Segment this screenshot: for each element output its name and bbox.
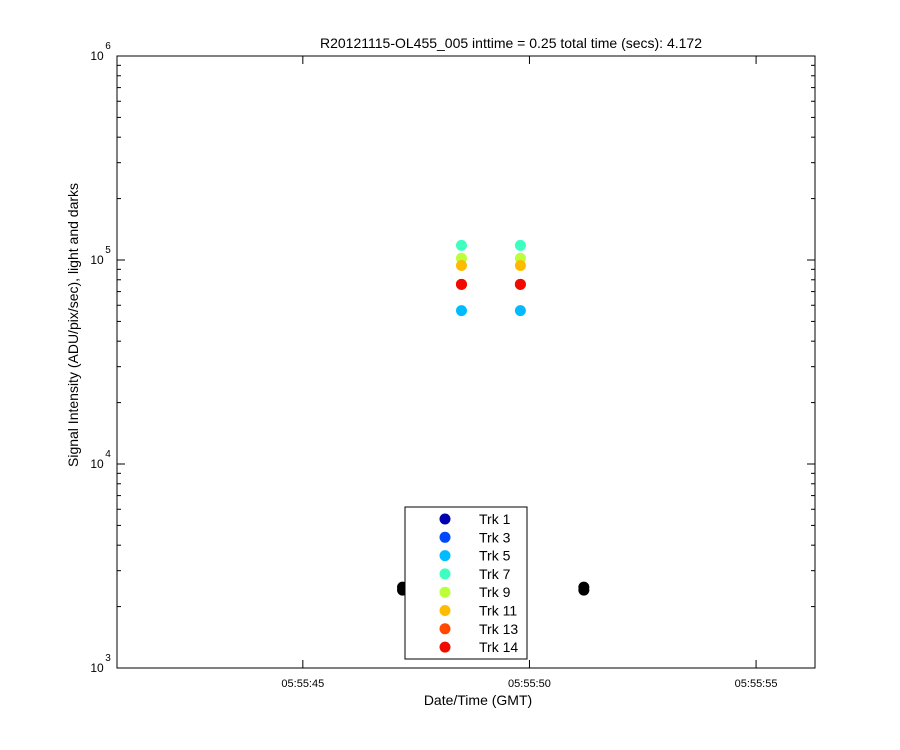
- legend-marker: [439, 641, 451, 653]
- y-tick-exponent: 6: [105, 41, 111, 52]
- x-tick-label: 05:55:45: [281, 678, 324, 690]
- legend-marker: [439, 550, 451, 562]
- data-point: [514, 278, 526, 290]
- data-point: [514, 239, 526, 251]
- legend: Trk 1 Trk 3 Trk 5 Trk 7 Trk 9 Trk 11 Trk 13 Trk…: [404, 506, 528, 660]
- legend-entry: Trk 14: [439, 639, 518, 655]
- y-tick-exponent: 5: [105, 245, 111, 256]
- legend-entry: Trk 5: [439, 548, 511, 564]
- y-axis-label: Signal Intensity (ADU/pix/sec), light an…: [65, 183, 81, 467]
- legend-marker: [439, 586, 451, 598]
- legend-marker: [439, 623, 451, 635]
- legend-entry: Trk 13: [439, 621, 518, 637]
- x-tick-label: 05:55:50: [508, 678, 551, 690]
- legend-entry: Trk 1: [439, 511, 511, 527]
- y-tick-label: 103: [90, 653, 111, 675]
- legend-marker: [439, 513, 451, 525]
- axis-ticks: [117, 55, 815, 669]
- legend-label: Trk 11: [479, 603, 517, 619]
- y-tick-base: 10: [90, 661, 104, 675]
- legend-label: Trk 3: [479, 529, 511, 545]
- legend-entry: Trk 9: [439, 584, 511, 600]
- legend-label: Trk 13: [479, 621, 518, 637]
- legend-label: Trk 9: [479, 584, 511, 600]
- chart-title: R20121115-OL455_005 inttime = 0.25 total…: [320, 35, 702, 51]
- legend-entry: Trk 11: [439, 603, 517, 619]
- legend-box: [404, 506, 528, 660]
- legend-label: Trk 7: [479, 566, 511, 582]
- legend-marker: [439, 568, 451, 580]
- y-tick-base: 10: [90, 457, 104, 471]
- legend-marker: [439, 605, 451, 616]
- y-tick-label: 105: [90, 245, 111, 267]
- x-tick-label: 05:55:55: [735, 678, 778, 690]
- x-axis-label: Date/Time (GMT): [424, 692, 532, 708]
- y-tick-label: 106: [90, 41, 111, 63]
- legend-marker: [439, 531, 451, 543]
- y-tick-label: 104: [90, 449, 111, 471]
- data-point: [514, 259, 526, 271]
- data-point: [514, 305, 526, 317]
- dark-point: [578, 584, 590, 596]
- legend-label: Trk 1: [479, 511, 511, 527]
- y-tick-exponent: 3: [105, 653, 111, 664]
- legend-entry: Trk 7: [439, 566, 511, 582]
- data-point: [455, 305, 467, 317]
- x-tick-labels: 05:55:45 05:55:50 05:55:55: [281, 678, 777, 690]
- data-point: [455, 239, 467, 251]
- y-tick-exponent: 4: [105, 449, 111, 460]
- legend-label: Trk 14: [479, 639, 518, 655]
- data-point: [455, 259, 467, 271]
- legend-entry: Trk 3: [439, 529, 511, 545]
- y-tick-base: 10: [90, 49, 104, 63]
- legend-label: Trk 5: [479, 548, 511, 564]
- data-point: [455, 278, 467, 290]
- y-tick-base: 10: [90, 253, 104, 267]
